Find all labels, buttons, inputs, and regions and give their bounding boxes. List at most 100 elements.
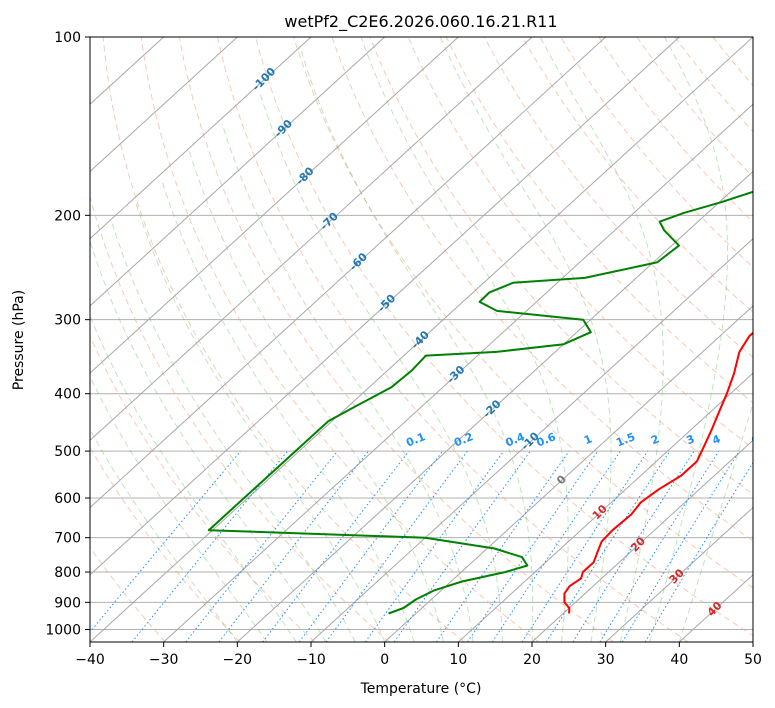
dry-adiabat bbox=[178, 37, 614, 642]
moist-adiabat bbox=[111, 221, 356, 642]
dry-adiabat bbox=[407, 37, 753, 449]
isotherm bbox=[236, 170, 753, 642]
moist-adiabat bbox=[135, 201, 386, 642]
mixing-ratio-line bbox=[572, 450, 695, 642]
moist-adiabat bbox=[221, 123, 474, 642]
x-tick-label: −20 bbox=[223, 652, 253, 668]
isotherm bbox=[752, 641, 753, 642]
dry-adiabat bbox=[217, 37, 689, 642]
mixing-ratio-label: 3 bbox=[685, 432, 697, 447]
dry-adiabat bbox=[750, 37, 753, 40]
mixing-ratio-line bbox=[131, 450, 288, 642]
mixing-ratio-line bbox=[393, 450, 531, 642]
y-tick-label: 500 bbox=[54, 444, 81, 460]
isotherm bbox=[310, 237, 753, 642]
moist-adiabat bbox=[678, 401, 753, 642]
mixing-ratio-labels: 0.10.20.40.611.52346810131620253036 bbox=[404, 430, 761, 450]
isotherm bbox=[90, 37, 533, 442]
mixing-ratio-label: 0.1 bbox=[404, 430, 427, 449]
y-tick-label: 200 bbox=[54, 208, 81, 224]
mixing-ratio-line bbox=[545, 450, 671, 642]
dry-adiabat bbox=[445, 37, 753, 404]
isotherm bbox=[90, 37, 459, 374]
dry-adiabat bbox=[90, 446, 241, 642]
moist-adiabat bbox=[360, 37, 569, 642]
dry-adiabat bbox=[674, 37, 753, 133]
mixing-ratio-line bbox=[325, 450, 468, 642]
dry-adiabat bbox=[483, 37, 753, 358]
mixing-ratio-label: 1.5 bbox=[614, 430, 637, 449]
mixing-ratio-line bbox=[185, 450, 338, 642]
mixing-ratio-label: 1 bbox=[582, 432, 594, 447]
moist-adiabat bbox=[439, 37, 612, 642]
isotherm bbox=[90, 37, 607, 509]
moist-adiabat bbox=[539, 37, 664, 642]
dry-adiabat bbox=[636, 37, 753, 178]
mixing-ratio-line bbox=[599, 450, 720, 642]
profiles bbox=[207, 190, 753, 615]
dry-adiabat bbox=[331, 37, 753, 542]
y-tick-label: 900 bbox=[54, 595, 81, 611]
plot-area: -100-90-80-70-60-50-40-30-20-10010203040… bbox=[90, 37, 761, 642]
dry-adiabat bbox=[369, 37, 753, 495]
mixing-ratio-line bbox=[621, 450, 740, 642]
mixing-ratio-line bbox=[364, 450, 505, 642]
y-tick-label: 300 bbox=[54, 313, 81, 329]
mixing-ratio-line bbox=[90, 450, 242, 633]
mixing-ratio-label: 0.6 bbox=[535, 430, 558, 449]
isotherm bbox=[90, 37, 238, 173]
dry-adiabat bbox=[255, 37, 753, 637]
y-tick-label: 600 bbox=[54, 491, 81, 507]
dry-adiabat bbox=[90, 546, 166, 642]
isotherm bbox=[90, 37, 680, 576]
isotherm bbox=[163, 103, 753, 642]
isotherm bbox=[90, 37, 312, 240]
plot-frame bbox=[89, 36, 754, 643]
isotherm bbox=[90, 37, 386, 307]
moist-adiabat bbox=[161, 180, 415, 642]
y-tick-label: 100 bbox=[54, 30, 81, 46]
y-tick-label: 800 bbox=[54, 565, 81, 581]
moist-adiabat bbox=[300, 49, 534, 642]
mixing-ratio-lines bbox=[90, 450, 753, 642]
moist-adiabat bbox=[90, 314, 297, 642]
x-tick-label: 40 bbox=[670, 652, 688, 668]
moist-adiabat bbox=[188, 149, 445, 642]
x-tick-label: 50 bbox=[744, 652, 762, 668]
x-tick-label: −10 bbox=[296, 652, 326, 668]
x-tick-label: 0 bbox=[380, 652, 389, 668]
x-tick-label: 20 bbox=[523, 652, 541, 668]
mixing-ratio-line bbox=[467, 450, 599, 642]
moist-adiabat bbox=[649, 37, 728, 642]
x-axis-label: Temperature (°C) bbox=[360, 681, 482, 697]
y-tick-label: 700 bbox=[54, 531, 81, 547]
dewpoint-profile-line bbox=[207, 190, 753, 615]
dry-adiabat bbox=[712, 37, 753, 87]
isotherm bbox=[384, 305, 753, 642]
x-axis: −40 −30 −20 −10 0 10 20 30 40 50 bbox=[75, 642, 762, 668]
mixing-ratio-line bbox=[436, 450, 570, 642]
mixing-ratio-label: 4 bbox=[710, 432, 722, 447]
x-tick-label: −40 bbox=[75, 652, 105, 668]
dry-adiabat bbox=[560, 37, 753, 268]
isotherm bbox=[605, 506, 753, 642]
y-axis: 100 200 300 400 500 600 700 800 900 1000 bbox=[45, 30, 90, 638]
mixing-ratio-label: 0.2 bbox=[452, 430, 475, 449]
y-tick-label: 1000 bbox=[45, 622, 81, 638]
isotherms bbox=[90, 37, 753, 642]
y-tick-label: 400 bbox=[54, 387, 81, 403]
mixing-ratio-line bbox=[491, 450, 621, 642]
moist-adiabat bbox=[90, 428, 238, 642]
moist-adiabats bbox=[90, 37, 753, 642]
x-tick-label: 10 bbox=[449, 652, 467, 668]
temperature-profile-line bbox=[563, 331, 753, 614]
mixing-ratio-label: 6 bbox=[749, 432, 761, 447]
isotherm bbox=[90, 37, 753, 642]
moist-adiabat bbox=[90, 239, 327, 642]
mixing-ratio-line bbox=[644, 461, 753, 642]
dry-adiabat bbox=[140, 37, 540, 642]
x-tick-label: −30 bbox=[149, 652, 179, 668]
chart-title: wetPf2_C2E6.2026.060.16.21.R11 bbox=[284, 12, 557, 32]
